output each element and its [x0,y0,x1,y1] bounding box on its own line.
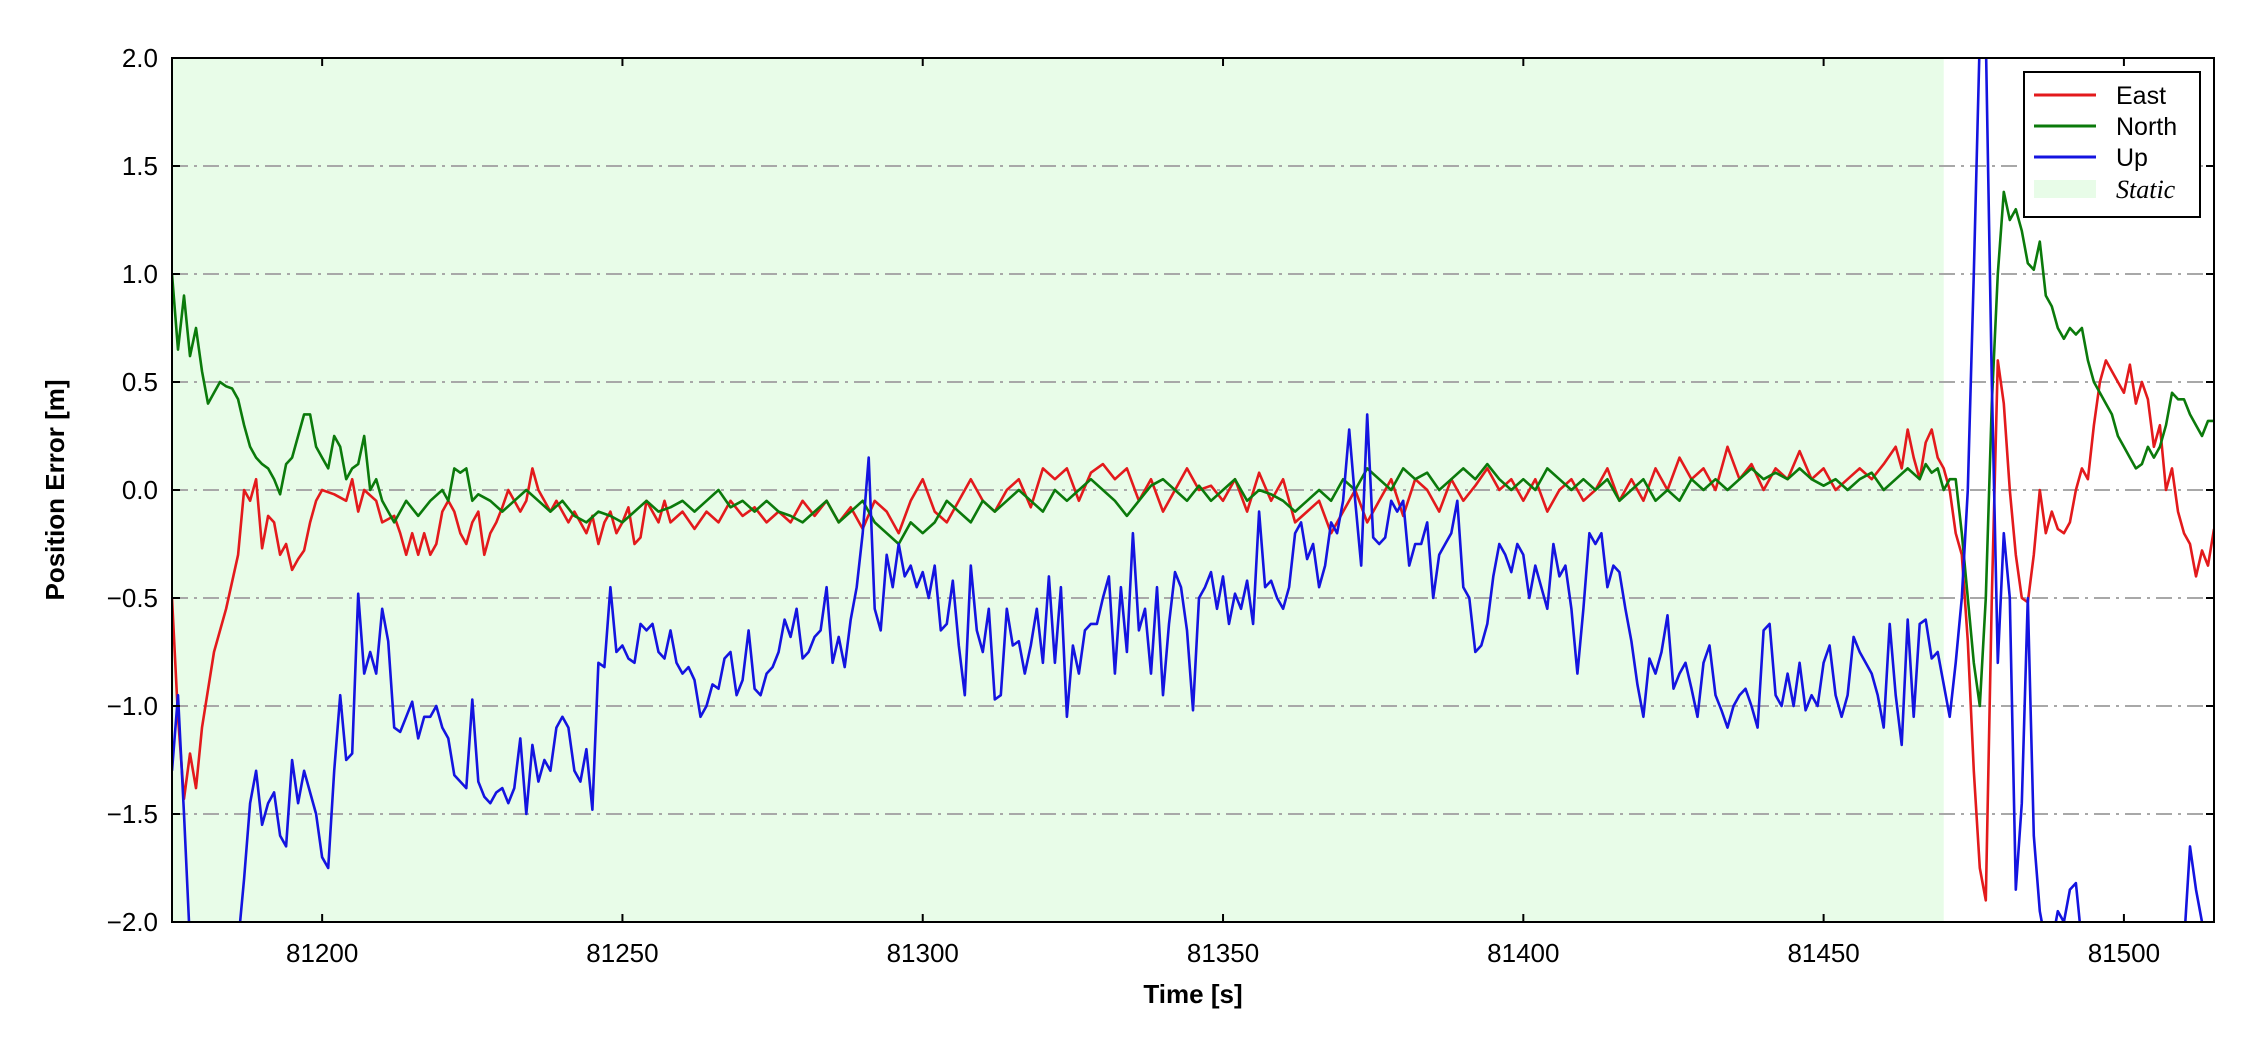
legend: East North Up Static [2023,71,2201,218]
x-tick-label-4: 81400 [1487,938,1559,968]
y-tick-label-1: 1.5 [122,151,158,181]
y-tick-label-4: 0.0 [122,475,158,505]
series-line-up [172,58,2204,922]
x-axis-ticks: 81200 81250 81300 81350 81400 81450 81500 [286,58,2160,968]
y-tick-label-0: 2.0 [122,43,158,73]
y-axis-title: Position Error [m] [40,379,70,600]
x-tick-label-1: 81250 [586,938,658,968]
x-tick-label-6: 81500 [2088,938,2160,968]
series-lines [172,58,2214,922]
x-axis-title: Time [s] [1143,979,1242,1009]
y-tick-label-2: 1.0 [122,259,158,289]
x-tick-label-3: 81350 [1187,938,1259,968]
x-tick-label-2: 81300 [887,938,959,968]
series-line-east [172,359,2214,902]
static-region-shading [172,58,1944,922]
y-axis-ticks: 2.0 1.5 1.0 0.5 0.0 −0.5 −1.0 −1.5 −2.0 [107,43,2214,937]
y-tick-label-8: −2.0 [107,907,158,937]
x-tick-label-5: 81450 [1787,938,1859,968]
y-tick-label-7: −1.5 [107,799,158,829]
legend-label-east: East [2116,82,2166,110]
legend-swatch-static [2034,180,2096,198]
x-tick-label-0: 81200 [286,938,358,968]
y-tick-label-3: 0.5 [122,367,158,397]
y-tick-label-6: −1.0 [107,691,158,721]
legend-label-static: Static [2116,175,2176,204]
series-line-north [172,190,2214,708]
legend-label-up: Up [2116,144,2148,172]
legend-label-north: North [2116,113,2177,141]
y-tick-label-5: −0.5 [107,583,158,613]
